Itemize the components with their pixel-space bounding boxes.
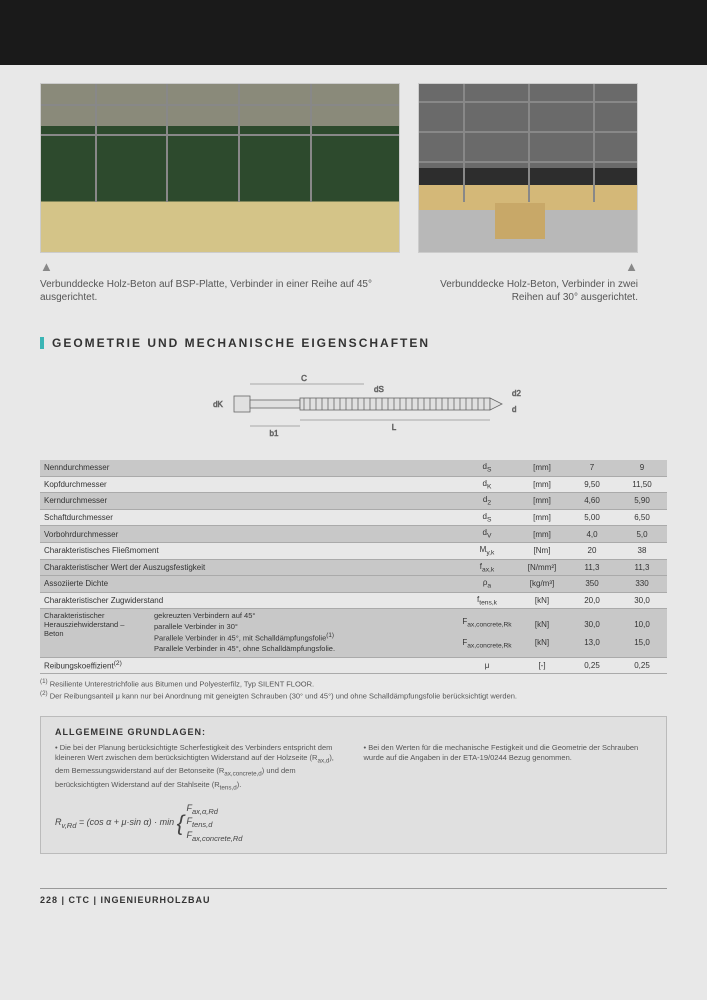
properties-table: NenndurchmesserdS[mm]79KopfdurchmesserdK…	[40, 460, 667, 674]
content-section: GEOMETRIE UND MECHANISCHE EIGENSCHAFTEN	[0, 316, 707, 874]
table-row: Charakteristischer Herausziehwiderstand …	[40, 609, 667, 658]
images-section: ▲ Verbunddecke Holz-Beton auf BSP-Platte…	[0, 65, 707, 316]
svg-text:d: d	[512, 405, 516, 414]
info-title: ALLGEMEINE GRUNDLAGEN:	[55, 727, 652, 737]
table-row: NenndurchmesserdS[mm]79	[40, 460, 667, 476]
footer-text: 228 | CTC | INGENIEURHOLZBAU	[40, 895, 211, 905]
svg-text:L: L	[391, 423, 396, 432]
footnotes: (1) Resiliente Unterestrichfolie aus Bit…	[40, 678, 667, 702]
svg-text:d2: d2	[512, 389, 521, 398]
table-row: SchaftdurchmesserdS[mm]5,006,50	[40, 509, 667, 526]
table-row: Assoziierte Dichteρa[kg/m³]350330	[40, 576, 667, 593]
caption-right: Verbunddecke Holz-Beton, Verbinder in zw…	[418, 278, 638, 304]
table-row: Charakteristischer Zugwiderstandftens,k[…	[40, 592, 667, 609]
screw-diagram: C b1 dK dS L d2 d	[164, 364, 544, 444]
info-right: • Bei den Werten für die mechanische Fes…	[364, 743, 653, 793]
chevron-up-icon: ▲	[418, 259, 638, 274]
formula: Rv,Rd = (cos α + μ·sin α) · min { Fax,α,…	[55, 803, 652, 844]
table-row: Reibungskoeffizient(2)μ[-]0,250,25	[40, 657, 667, 673]
table-row: Charakteristisches FließmomentMy,k[Nm]20…	[40, 542, 667, 559]
section-marker-icon	[40, 337, 44, 349]
table-row: Charakteristischer Wert der Auszugsfesti…	[40, 559, 667, 576]
caption-left: Verbunddecke Holz-Beton auf BSP-Platte, …	[40, 278, 400, 304]
section-title: GEOMETRIE UND MECHANISCHE EIGENSCHAFTEN	[52, 336, 430, 350]
render-image-right	[418, 83, 638, 253]
table-row: Kerndurchmesserd2[mm]4,605,90	[40, 493, 667, 510]
info-box: ALLGEMEINE GRUNDLAGEN: • Die bei der Pla…	[40, 716, 667, 855]
svg-text:dS: dS	[374, 385, 384, 394]
svg-text:dK: dK	[213, 400, 223, 409]
chevron-up-icon: ▲	[40, 259, 400, 274]
page-footer: 228 | CTC | INGENIEURHOLZBAU	[0, 874, 707, 925]
image-right-container: ▲ Verbunddecke Holz-Beton, Verbinder in …	[418, 83, 638, 304]
image-left-container: ▲ Verbunddecke Holz-Beton auf BSP-Platte…	[40, 83, 400, 304]
table-row: KopfdurchmesserdK[mm]9,5011,50	[40, 476, 667, 493]
diagram-wrap: C b1 dK dS L d2 d	[40, 364, 667, 444]
info-left: • Die bei der Planung berücksichtigte Sc…	[55, 743, 344, 793]
table-row: VorbohrdurchmesserdV[mm]4,05,0	[40, 526, 667, 543]
svg-text:b1: b1	[269, 429, 278, 438]
render-image-left	[40, 83, 400, 253]
top-black-band	[0, 0, 707, 65]
section-header: GEOMETRIE UND MECHANISCHE EIGENSCHAFTEN	[40, 336, 667, 350]
svg-text:C: C	[301, 374, 307, 383]
